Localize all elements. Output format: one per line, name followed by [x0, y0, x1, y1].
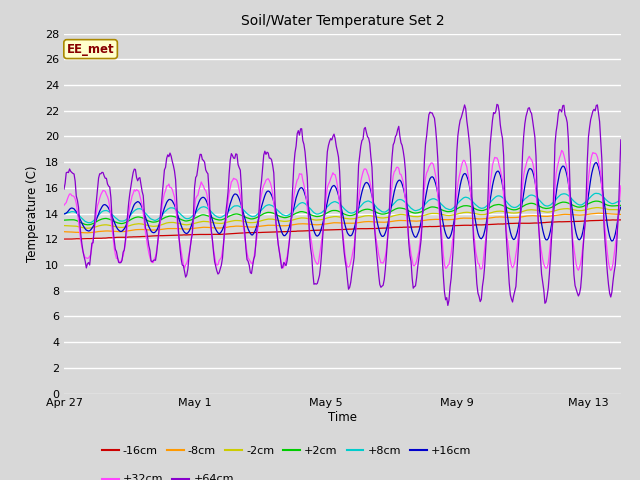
-8cm — [60, 229, 68, 235]
-8cm — [362, 219, 370, 225]
Line: -2cm: -2cm — [64, 207, 621, 228]
-2cm — [617, 207, 625, 213]
+16cm — [617, 204, 625, 210]
-16cm — [518, 220, 525, 226]
+8cm — [617, 198, 625, 204]
+8cm — [518, 200, 525, 206]
-2cm — [393, 212, 401, 218]
+32cm — [605, 260, 612, 265]
Line: +2cm: +2cm — [64, 201, 621, 225]
+2cm — [393, 206, 401, 212]
+2cm — [329, 208, 337, 214]
-8cm — [393, 218, 401, 224]
-8cm — [595, 210, 602, 216]
+16cm — [60, 211, 68, 217]
+16cm — [605, 228, 612, 234]
+2cm — [617, 203, 625, 208]
-8cm — [329, 220, 337, 226]
-2cm — [518, 209, 525, 215]
+8cm — [326, 202, 333, 207]
-16cm — [362, 226, 370, 231]
Line: -16cm: -16cm — [64, 220, 621, 239]
+8cm — [86, 220, 93, 226]
-16cm — [617, 217, 625, 223]
+64cm — [606, 290, 614, 296]
+16cm — [593, 160, 600, 166]
+64cm — [493, 101, 500, 107]
+64cm — [617, 137, 625, 143]
+32cm — [516, 212, 524, 218]
-16cm — [605, 217, 612, 223]
+16cm — [362, 180, 369, 186]
Text: EE_met: EE_met — [67, 43, 115, 56]
+2cm — [60, 217, 68, 223]
+8cm — [393, 198, 401, 204]
+32cm — [607, 267, 614, 273]
-8cm — [518, 214, 525, 220]
+32cm — [558, 147, 566, 153]
+2cm — [518, 204, 525, 210]
+2cm — [606, 203, 614, 209]
-16cm — [60, 236, 68, 242]
+32cm — [324, 181, 332, 187]
-2cm — [606, 207, 614, 213]
-2cm — [326, 215, 333, 220]
Y-axis label: Temperature (C): Temperature (C) — [26, 165, 39, 262]
Line: -8cm: -8cm — [64, 213, 621, 233]
-8cm — [83, 230, 90, 236]
X-axis label: Time: Time — [328, 411, 357, 424]
+8cm — [329, 199, 337, 205]
+32cm — [392, 168, 399, 173]
Line: +64cm: +64cm — [64, 104, 621, 305]
+64cm — [60, 186, 68, 192]
+16cm — [392, 184, 399, 190]
Line: +32cm: +32cm — [64, 150, 621, 270]
+16cm — [328, 184, 335, 190]
+8cm — [593, 191, 600, 196]
-8cm — [326, 220, 333, 226]
+2cm — [84, 222, 92, 228]
-16cm — [326, 227, 333, 233]
+64cm — [519, 149, 527, 155]
Title: Soil/Water Temperature Set 2: Soil/Water Temperature Set 2 — [241, 14, 444, 28]
+2cm — [593, 198, 600, 204]
+64cm — [362, 124, 369, 130]
+32cm — [328, 173, 335, 179]
+8cm — [60, 211, 68, 216]
-8cm — [606, 211, 614, 217]
Line: +8cm: +8cm — [64, 193, 621, 223]
+8cm — [606, 200, 614, 205]
+64cm — [324, 143, 332, 148]
-16cm — [393, 225, 401, 230]
+32cm — [362, 166, 369, 172]
-16cm — [65, 236, 72, 242]
-2cm — [362, 213, 370, 219]
+16cm — [608, 238, 616, 244]
-16cm — [329, 227, 337, 233]
+32cm — [617, 183, 625, 189]
+2cm — [326, 209, 333, 215]
+64cm — [328, 137, 335, 143]
+64cm — [392, 134, 399, 140]
-2cm — [60, 223, 68, 228]
-2cm — [329, 214, 337, 220]
-8cm — [617, 212, 625, 217]
+16cm — [516, 212, 524, 218]
Line: +16cm: +16cm — [64, 163, 621, 241]
+64cm — [444, 302, 452, 308]
+32cm — [60, 203, 68, 208]
-2cm — [84, 225, 92, 231]
+2cm — [362, 206, 370, 212]
+16cm — [324, 194, 332, 200]
-2cm — [593, 204, 601, 210]
+8cm — [362, 199, 370, 204]
Legend: +32cm, +64cm: +32cm, +64cm — [97, 470, 238, 480]
